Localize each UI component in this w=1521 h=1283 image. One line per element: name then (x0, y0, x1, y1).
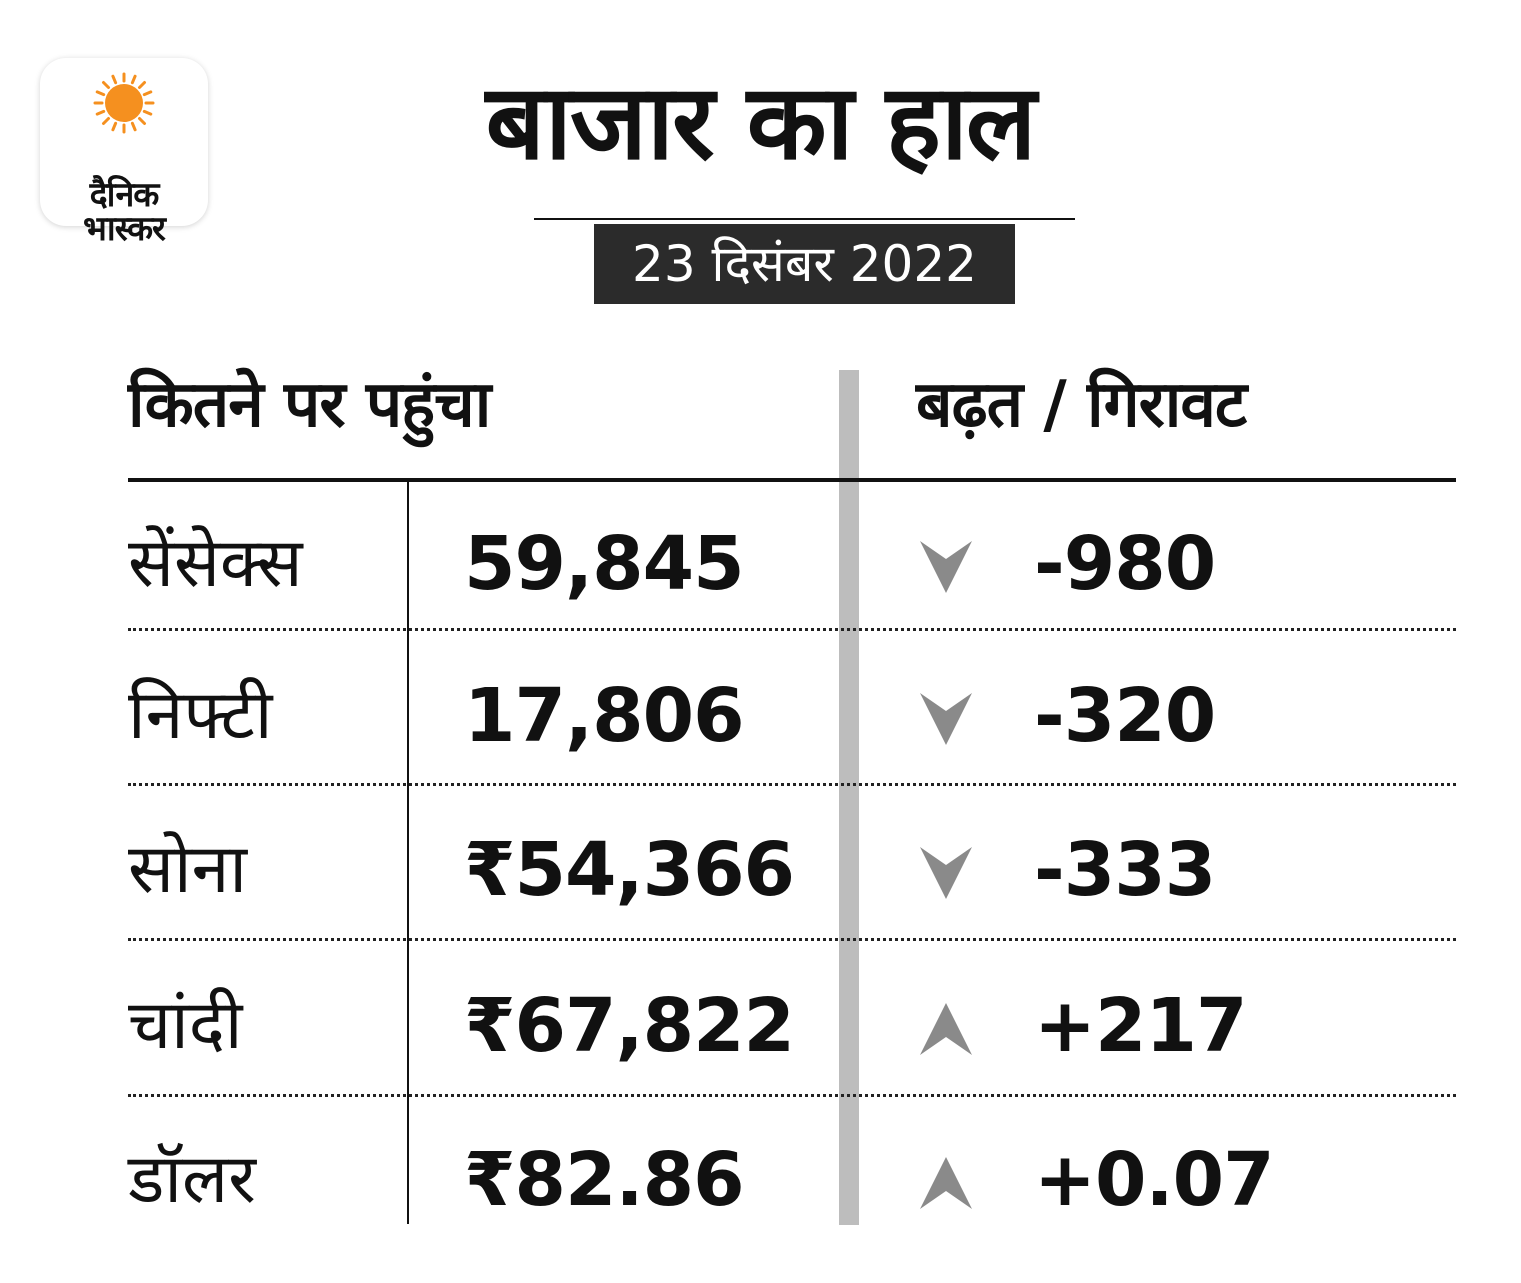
row-label: सेंसेक्स (128, 524, 303, 603)
row-value: 17,806 (464, 673, 745, 759)
row-label: सोना (128, 830, 247, 909)
page-title: बाजार का हाल (485, 61, 1037, 183)
table-row: निफ्टी 17,806 -320 (128, 636, 1456, 791)
row-label: डॉलर (128, 1140, 256, 1219)
row-change: -333 (1034, 827, 1216, 913)
date-badge: 23 दिसंबर 2022 (594, 224, 1015, 304)
row-divider (128, 783, 1456, 786)
arrow-up-icon (920, 1157, 972, 1209)
title-divider (534, 218, 1075, 220)
arrow-down-icon (920, 847, 972, 899)
row-value: ₹82.86 (464, 1137, 745, 1223)
logo-text-line2: भास्कर (83, 209, 166, 249)
arrow-down-icon (920, 541, 972, 593)
row-divider (128, 1094, 1456, 1097)
row-change: -320 (1034, 673, 1216, 759)
row-value: ₹54,366 (464, 827, 795, 913)
row-change: -980 (1034, 521, 1216, 607)
row-divider (128, 628, 1456, 631)
row-value: ₹67,822 (464, 983, 795, 1069)
table-row: सेंसेक्स 59,845 -980 (128, 484, 1456, 639)
column-header-change: बढ़त / गिरावट (916, 368, 1247, 442)
sun-icon (93, 72, 155, 134)
row-divider (128, 938, 1456, 941)
header-rule (128, 478, 1456, 482)
brand-logo: दैनिक भास्कर (40, 58, 208, 248)
logo-text-line1: दैनिक (89, 175, 160, 215)
table-row: डॉलर ₹82.86 +0.07 (128, 1100, 1456, 1255)
row-change: +217 (1034, 983, 1247, 1069)
arrow-down-icon (920, 693, 972, 745)
label-value-separator (407, 482, 409, 1224)
row-label: चांदी (128, 986, 243, 1065)
table-row: चांदी ₹67,822 +217 (128, 946, 1456, 1101)
table-row: सोना ₹54,366 -333 (128, 790, 1456, 945)
arrow-up-icon (920, 1003, 972, 1055)
row-change: +0.07 (1034, 1137, 1275, 1223)
row-value: 59,845 (464, 521, 745, 607)
row-label: निफ्टी (128, 676, 273, 755)
column-separator (839, 370, 859, 1225)
column-header-value: कितने पर पहुंचा (128, 368, 491, 442)
